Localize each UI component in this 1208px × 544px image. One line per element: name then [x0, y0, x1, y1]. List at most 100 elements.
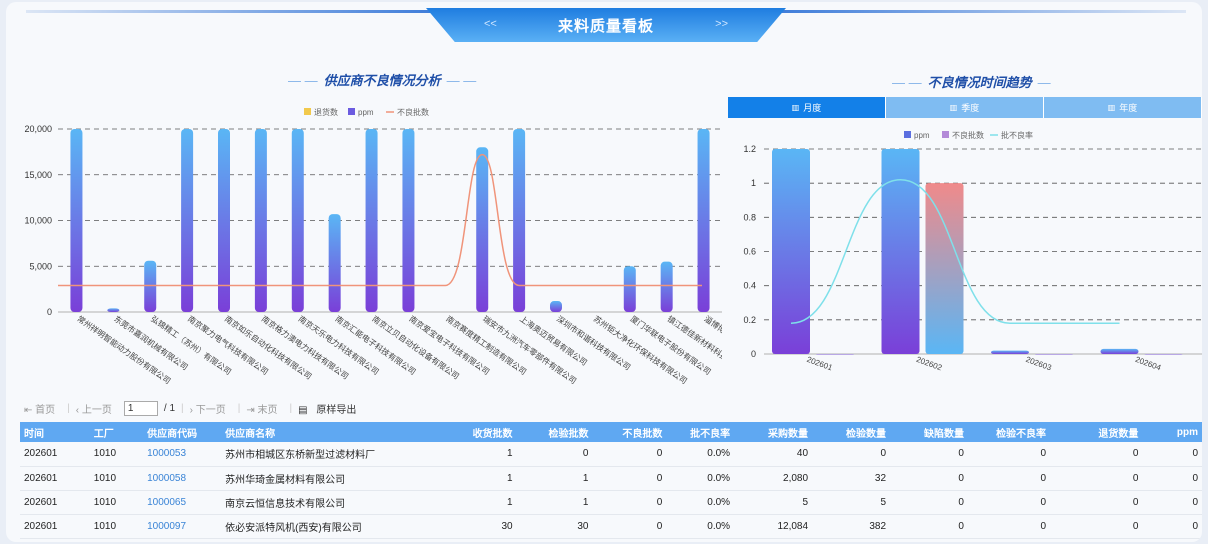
column-header[interactable]: 工厂	[93, 428, 114, 440]
pagination-bar: ⇤ 首页| ‹ 上一页 / 1| › 下一页| ⇥ 末页| ▤ 原样导出	[24, 400, 368, 416]
page-number-input[interactable]	[123, 400, 158, 416]
right-panel-title: — — 不良情况时间趋势 —	[892, 75, 1051, 90]
y-tick-label: 0.2	[743, 315, 756, 325]
table-cell: 0	[656, 448, 663, 460]
x-tick-label: 上海奥迈贸易有限公司	[518, 313, 589, 367]
bar-ppm	[881, 149, 920, 354]
last-page-button[interactable]: ⇥ 末页	[246, 404, 278, 416]
table-cell: 1010	[93, 496, 117, 508]
table-cell: 0	[1040, 472, 1047, 484]
legend-label: 不良批数	[952, 130, 984, 140]
table-cell: 1	[582, 472, 589, 484]
prev-page-button[interactable]: ‹ 上一页	[75, 404, 112, 416]
table-cell: 1	[582, 496, 589, 508]
column-header[interactable]: 供应商代码	[147, 428, 198, 440]
table-cell: 1	[507, 448, 513, 460]
bar-ppm	[254, 129, 267, 312]
bar-ppm	[181, 129, 194, 312]
bar-ppm	[1100, 348, 1139, 354]
table-cell: 0	[1132, 472, 1139, 484]
table-cell: 0.0%	[707, 472, 731, 484]
column-header[interactable]: 收货批数	[472, 428, 513, 440]
table-cell: 202601	[24, 496, 58, 508]
column-header[interactable]: 退货数量	[1098, 428, 1139, 440]
table-cell: 5	[880, 496, 887, 508]
bar-ppm	[365, 129, 378, 312]
table-cell: 2,080	[783, 472, 809, 484]
bar-ppm	[291, 129, 304, 312]
table-cell: 0	[582, 448, 589, 460]
y-tick-label: 0.4	[743, 281, 756, 291]
table-cell: 0	[1040, 520, 1047, 532]
bar-defect-batches	[925, 183, 964, 354]
table-cell: 0.0%	[707, 448, 731, 460]
table-cell: 0	[1132, 520, 1139, 532]
y-tick-label: 0.6	[743, 247, 756, 257]
supplier-code-link[interactable]: 1000058	[147, 472, 187, 484]
x-tick-label: 202603	[1025, 355, 1054, 373]
supplier-code-link[interactable]: 1000053	[147, 448, 187, 460]
table-cell: 202601	[24, 448, 58, 460]
table-cell: 0	[656, 496, 663, 508]
header-left-arrows: <<	[484, 18, 497, 30]
table-cell: 苏州华琦金属材料有限公司	[225, 474, 346, 486]
table-row[interactable]: 202601 1010 1000065 南京云恒信息技术有限公司 1 1 0 0.0% 5 5 0 0…	[20, 490, 1202, 514]
column-header[interactable]: 批不良率	[690, 428, 731, 440]
y-tick-label: 20,000	[24, 124, 52, 134]
table-cell: 0	[880, 448, 887, 460]
column-header[interactable]: 时间	[24, 428, 44, 440]
tab-quarterly[interactable]: ▥ 季度	[886, 97, 1044, 118]
table-cell: 0	[958, 496, 964, 508]
y-tick-label: 1	[751, 178, 756, 188]
bar-ppm	[772, 149, 810, 354]
x-tick-label: 202604	[1134, 355, 1163, 373]
legend-label: 不良批数	[397, 107, 429, 117]
header-right-arrows: >>	[715, 18, 728, 30]
left-panel-title: — — 供应商不良情况分析 — —	[288, 73, 477, 88]
column-header[interactable]: 检验数量	[846, 428, 887, 440]
bar-ppm	[107, 308, 120, 312]
supplier-code-link[interactable]: 1000097	[147, 520, 187, 532]
series-line-defect-batches	[58, 153, 702, 287]
y-tick-label: 0	[751, 349, 756, 359]
column-header[interactable]: ppm	[1176, 426, 1198, 438]
legend-label: ppm	[358, 108, 374, 117]
header-title-bar: << 来料质量看板 >>	[426, 8, 786, 42]
y-tick-label: 0	[47, 307, 52, 317]
table-cell: 0.0%	[707, 496, 731, 508]
y-tick-label: 1.2	[743, 144, 756, 154]
table-row[interactable]: 202601 1010 1000053 苏州市相城区东桥新型过滤材料厂 1 0 0 0.0% 4…	[20, 442, 1202, 466]
column-header[interactable]: 缺陷数量	[923, 428, 964, 440]
table-cell: 30	[501, 520, 513, 532]
table-row[interactable]: 202601 1010 1000097 依必安派特风机(西安)有限公司 30 30 0 0.0…	[20, 514, 1202, 538]
table-cell: 苏州市相城区东桥新型过滤材料厂	[225, 450, 376, 462]
tab-yearly[interactable]: ▥ 年度	[1044, 97, 1202, 118]
column-header[interactable]: 检验批数	[548, 428, 589, 440]
legend-swatch	[942, 131, 949, 138]
bar-ppm	[697, 129, 710, 312]
column-header[interactable]: 供应商名称	[225, 428, 276, 440]
page-total: / 1	[163, 402, 176, 414]
column-header[interactable]: 采购数量	[768, 428, 809, 440]
first-page-button[interactable]: ⇤ 首页	[24, 404, 56, 416]
table-cell: 0	[1040, 448, 1047, 460]
table-row[interactable]: 202601 1010 1000058 苏州华琦金属材料有限公司 1 1 0 0.0% 2,08…	[20, 466, 1202, 490]
tab-monthly[interactable]: ▥ 月度	[728, 97, 886, 118]
bar-ppm	[70, 129, 83, 312]
next-page-button[interactable]: › 下一页	[189, 404, 226, 416]
table-cell: 0	[1192, 520, 1198, 532]
legend-label: 批不良率	[1001, 130, 1033, 140]
export-button[interactable]: ▤ 原样导出	[298, 404, 357, 416]
x-tick-label: 202602	[915, 355, 944, 373]
supplier-code-link[interactable]: 1000065	[147, 496, 187, 508]
bar-ppm	[513, 129, 526, 312]
bar-ppm	[550, 301, 562, 312]
export-icon: ▤	[298, 404, 308, 416]
column-header[interactable]: 不良批数	[622, 428, 663, 440]
bar-ppm	[218, 129, 230, 312]
column-header[interactable]: 检验不良率	[996, 428, 1047, 440]
supplier-defect-chart: 退货数 ppm 不良批数05,00010,00015,00020,000常州祥明智能…	[24, 107, 722, 386]
dashboard-frame: << 来料质量看板 >> — — 供应商不良情况分析 — — — — 不良情况时间趋势…	[6, 2, 1202, 542]
table-cell: 0	[958, 448, 964, 460]
bar-chart-icon: ▥	[1107, 103, 1116, 112]
